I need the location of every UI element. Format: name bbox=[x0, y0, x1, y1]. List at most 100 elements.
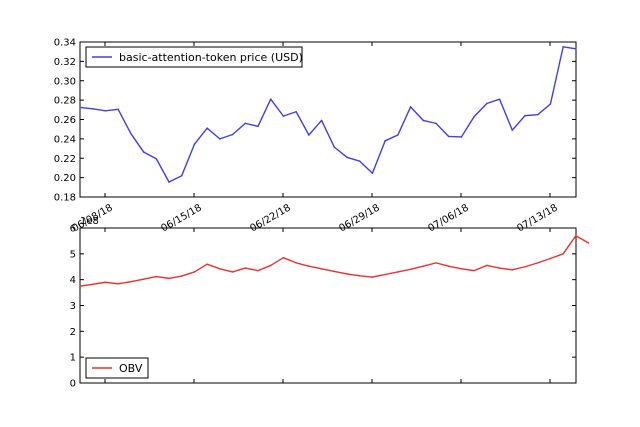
data-point-1-24 bbox=[384, 273, 386, 276]
data-point-1-9 bbox=[193, 271, 196, 273]
data-point-0-9 bbox=[193, 143, 196, 145]
y-offset-label: 1e8 bbox=[80, 216, 99, 227]
data-point-0-12 bbox=[231, 133, 234, 136]
data-point-1-17 bbox=[295, 262, 297, 264]
data-point-0-29 bbox=[447, 135, 450, 138]
data-point-1-38 bbox=[562, 253, 564, 255]
data-point-0-24 bbox=[384, 140, 386, 142]
data-point-1-34 bbox=[511, 269, 514, 271]
data-point-1-22 bbox=[358, 274, 361, 277]
data-point-0-31 bbox=[473, 115, 475, 118]
data-point-1-28 bbox=[435, 262, 437, 264]
data-point-0-5 bbox=[142, 151, 145, 153]
data-point-0-16 bbox=[282, 115, 285, 117]
y-tick-label-0-6: 0.30 bbox=[54, 76, 76, 87]
data-point-1-30 bbox=[460, 268, 463, 270]
data-point-1-18 bbox=[308, 265, 310, 268]
y-tick-label-0-1: 0.20 bbox=[54, 173, 76, 184]
data-point-1-13 bbox=[244, 267, 247, 269]
y-tick-label-1-2: 2 bbox=[70, 327, 76, 338]
data-point-0-0 bbox=[79, 106, 81, 109]
data-point-1-25 bbox=[397, 271, 399, 273]
y-tick-label-1-0: 0 bbox=[70, 379, 76, 390]
data-point-0-28 bbox=[435, 122, 437, 125]
data-point-0-39 bbox=[575, 47, 577, 50]
y-tick-label-1-4: 4 bbox=[70, 275, 76, 286]
x-tick-label-1: 06/15/18 bbox=[159, 203, 203, 235]
data-point-1-1 bbox=[91, 283, 94, 286]
data-point-1-0 bbox=[79, 285, 81, 287]
data-point-1-20 bbox=[333, 270, 336, 273]
data-point-1-31 bbox=[473, 269, 475, 272]
y-tick-label-1-6: 6 bbox=[70, 224, 76, 235]
data-point-0-4 bbox=[130, 132, 132, 135]
data-point-0-22 bbox=[358, 160, 361, 162]
data-point-0-38 bbox=[562, 46, 564, 48]
data-point-0-36 bbox=[536, 113, 539, 116]
data-point-0-23 bbox=[371, 172, 374, 175]
data-point-1-19 bbox=[320, 268, 323, 270]
data-point-0-14 bbox=[257, 125, 259, 128]
data-point-1-14 bbox=[257, 269, 259, 272]
legend-top-label: basic-attention-token price (USD) bbox=[119, 51, 303, 64]
legend-bottom-label: OBV bbox=[119, 362, 143, 375]
data-point-0-6 bbox=[155, 157, 158, 160]
data-point-1-10 bbox=[206, 263, 208, 265]
legend-bottom bbox=[85, 357, 149, 379]
data-point-0-30 bbox=[460, 136, 463, 138]
data-point-0-20 bbox=[333, 146, 336, 148]
data-point-0-3 bbox=[117, 108, 119, 111]
y-tick-label-0-0: 0.18 bbox=[54, 193, 76, 204]
data-point-0-10 bbox=[206, 127, 208, 130]
data-point-1-8 bbox=[180, 275, 183, 277]
data-point-0-33 bbox=[498, 98, 501, 100]
data-point-0-8 bbox=[180, 174, 183, 177]
data-point-1-5 bbox=[142, 278, 145, 280]
data-point-1-39 bbox=[575, 234, 577, 237]
data-point-1-11 bbox=[219, 268, 221, 270]
data-point-1-37 bbox=[549, 257, 552, 260]
data-point-0-18 bbox=[308, 134, 310, 136]
x-tick-label-2: 06/22/18 bbox=[248, 203, 292, 235]
data-point-0-19 bbox=[320, 119, 323, 122]
data-point-1-26 bbox=[409, 268, 412, 271]
data-point-1-35 bbox=[524, 265, 526, 268]
data-point-1-36 bbox=[536, 262, 539, 264]
data-point-1-32 bbox=[486, 264, 488, 267]
y-tick-label-0-7: 0.32 bbox=[54, 57, 76, 68]
x-tick-label-5: 07/13/18 bbox=[515, 203, 559, 235]
data-point-1-2 bbox=[104, 281, 107, 284]
data-point-1-3 bbox=[117, 283, 119, 285]
series-line-0-0 bbox=[79, 46, 576, 183]
data-point-1-29 bbox=[447, 265, 450, 268]
data-point-0-15 bbox=[269, 98, 272, 100]
y-tick-label-0-3: 0.24 bbox=[54, 134, 76, 145]
y-tick-label-0-4: 0.26 bbox=[54, 115, 76, 126]
x-tick-label-4: 07/06/18 bbox=[426, 203, 470, 235]
data-point-0-27 bbox=[422, 119, 425, 122]
y-tick-label-0-2: 0.22 bbox=[54, 154, 76, 165]
data-point-0-35 bbox=[524, 114, 526, 117]
data-point-0-34 bbox=[511, 129, 514, 131]
data-point-1-4 bbox=[130, 280, 132, 283]
y-tick-label-0-5: 0.28 bbox=[54, 96, 76, 107]
data-point-0-32 bbox=[486, 102, 488, 105]
data-point-0-37 bbox=[549, 103, 552, 105]
legend-top bbox=[85, 46, 303, 68]
data-point-1-33 bbox=[498, 267, 501, 269]
y-tick-label-0-8: 0.34 bbox=[54, 38, 76, 49]
data-point-1-15 bbox=[269, 264, 272, 267]
data-point-1-27 bbox=[422, 265, 425, 268]
data-point-0-26 bbox=[409, 106, 412, 108]
data-point-1-16 bbox=[282, 256, 285, 259]
data-point-1-23 bbox=[371, 276, 374, 278]
data-point-1-21 bbox=[346, 273, 348, 275]
x-tick-label-3: 06/29/18 bbox=[337, 203, 381, 235]
y-tick-label-1-1: 1 bbox=[70, 353, 76, 364]
data-point-0-7 bbox=[168, 181, 170, 183]
plot-frame-1 bbox=[79, 227, 577, 384]
data-point-0-1 bbox=[91, 108, 94, 110]
data-point-0-11 bbox=[219, 138, 221, 140]
data-point-0-21 bbox=[346, 156, 348, 159]
